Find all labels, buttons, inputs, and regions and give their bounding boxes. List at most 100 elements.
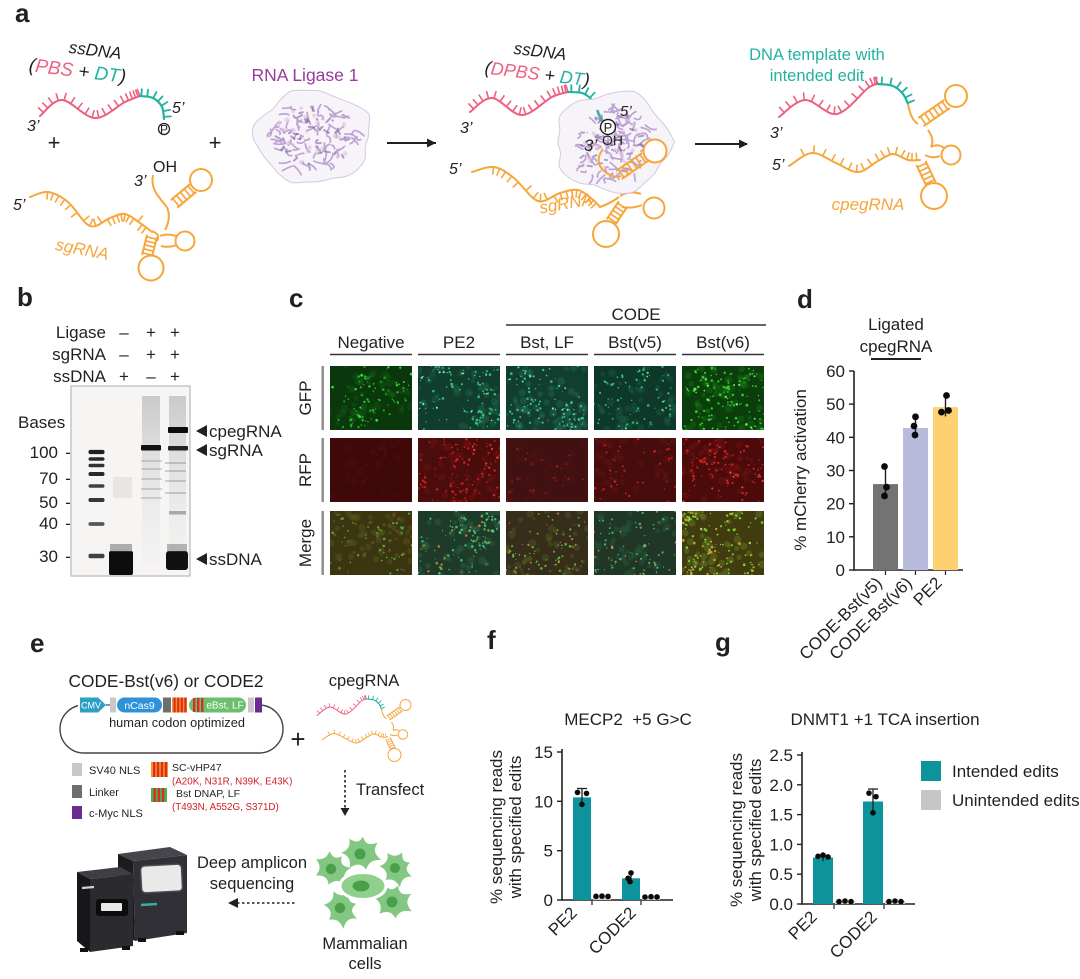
svg-text:Deep amplicon: Deep amplicon bbox=[197, 854, 307, 872]
svg-text:b: b bbox=[17, 282, 33, 312]
svg-text:+: + bbox=[170, 345, 180, 364]
svg-text:intended edit: intended edit bbox=[770, 67, 865, 85]
svg-text:% mCherry activation: % mCherry activation bbox=[791, 389, 810, 551]
svg-text:10: 10 bbox=[826, 528, 845, 547]
svg-text:PE2: PE2 bbox=[910, 573, 946, 609]
svg-text:5’: 5’ bbox=[620, 103, 632, 120]
svg-text:c-Myc NLS: c-Myc NLS bbox=[89, 808, 143, 820]
svg-text:100: 100 bbox=[30, 443, 58, 462]
svg-text:human codon optimized: human codon optimized bbox=[109, 715, 245, 730]
svg-text:ssDNA: ssDNA bbox=[209, 550, 263, 569]
svg-text:3’: 3’ bbox=[134, 173, 147, 190]
svg-text:Bst(v6): Bst(v6) bbox=[696, 333, 750, 352]
svg-text:50: 50 bbox=[39, 493, 58, 512]
svg-text:3’: 3’ bbox=[584, 136, 597, 155]
svg-text:–: – bbox=[146, 367, 156, 386]
svg-text:d: d bbox=[797, 284, 813, 314]
svg-text:20: 20 bbox=[826, 495, 845, 514]
svg-text:40: 40 bbox=[826, 428, 845, 447]
svg-text:30: 30 bbox=[39, 547, 58, 566]
svg-text:5: 5 bbox=[544, 842, 553, 861]
svg-text:0: 0 bbox=[836, 561, 845, 580]
svg-text:MECP2 +5 G>C: MECP2 +5 G>C bbox=[564, 710, 692, 729]
svg-text:eBst, LF: eBst, LF bbox=[206, 701, 243, 712]
svg-text:RNA Ligase 1: RNA Ligase 1 bbox=[251, 65, 358, 85]
svg-text:RFP: RFP bbox=[296, 453, 315, 487]
svg-text:ssDNA: ssDNA bbox=[53, 367, 107, 386]
svg-text:ssDNA: ssDNA bbox=[513, 39, 568, 64]
svg-text:sgRNA: sgRNA bbox=[209, 441, 264, 460]
svg-text:-: - bbox=[65, 493, 71, 512]
svg-text:cpegRNA: cpegRNA bbox=[832, 195, 905, 214]
svg-text:3’: 3’ bbox=[460, 120, 473, 137]
svg-text:OH: OH bbox=[602, 132, 623, 148]
svg-text:0.5: 0.5 bbox=[769, 865, 793, 884]
svg-text:Ligase: Ligase bbox=[56, 323, 106, 342]
svg-text:(T493N, A552G, S371D): (T493N, A552G, S371D) bbox=[172, 802, 279, 813]
svg-text:P: P bbox=[604, 120, 613, 135]
svg-text:+: + bbox=[146, 323, 156, 342]
svg-text:5’: 5’ bbox=[172, 100, 185, 117]
svg-text:PE2: PE2 bbox=[443, 333, 475, 352]
svg-text:(PBS + DT): (PBS + DT) bbox=[28, 55, 128, 88]
svg-text:Negative: Negative bbox=[337, 333, 404, 352]
svg-text:Bst(v5): Bst(v5) bbox=[608, 333, 662, 352]
svg-text:OH: OH bbox=[153, 159, 177, 176]
svg-text:–: – bbox=[119, 345, 129, 364]
svg-text:(DPBS + DT): (DPBS + DT) bbox=[484, 57, 591, 90]
svg-text:ssDNA: ssDNA bbox=[68, 38, 123, 63]
svg-text:CODE-Bst(v6) or CODE2: CODE-Bst(v6) or CODE2 bbox=[69, 671, 264, 691]
svg-text:Unintended edits: Unintended edits bbox=[952, 791, 1080, 810]
svg-text:1.5: 1.5 bbox=[769, 806, 793, 825]
svg-text:0.0: 0.0 bbox=[769, 895, 793, 914]
svg-text:–: – bbox=[119, 323, 129, 342]
svg-text:Bases: Bases bbox=[18, 413, 65, 432]
svg-text:+: + bbox=[170, 323, 180, 342]
svg-text:c: c bbox=[289, 283, 303, 313]
svg-text:+: + bbox=[170, 367, 180, 386]
svg-text:with specified edits: with specified edits bbox=[746, 759, 765, 903]
svg-text:P: P bbox=[160, 123, 168, 137]
svg-text:CODE2: CODE2 bbox=[826, 907, 881, 962]
svg-text:e: e bbox=[30, 628, 44, 658]
svg-text:Linker: Linker bbox=[89, 787, 119, 799]
svg-text:Ligated: Ligated bbox=[868, 315, 924, 334]
svg-text:+: + bbox=[146, 345, 156, 364]
svg-text:3’: 3’ bbox=[770, 125, 783, 142]
svg-text:CODE: CODE bbox=[611, 305, 660, 324]
svg-text:10: 10 bbox=[534, 792, 553, 811]
svg-text:sgRNA: sgRNA bbox=[52, 345, 107, 364]
svg-text:SV40 NLS: SV40 NLS bbox=[89, 765, 140, 777]
svg-text:sgRNA: sgRNA bbox=[538, 189, 594, 217]
svg-text:Mammalian: Mammalian bbox=[322, 935, 407, 953]
svg-text:Bst, LF: Bst, LF bbox=[520, 333, 574, 352]
svg-text:30: 30 bbox=[826, 462, 845, 481]
svg-text:with specified edits: with specified edits bbox=[506, 756, 525, 900]
svg-text:GFP: GFP bbox=[296, 381, 315, 416]
svg-text:Merge: Merge bbox=[296, 519, 315, 567]
svg-text:Transfect: Transfect bbox=[356, 781, 425, 799]
svg-text:% sequencing reads: % sequencing reads bbox=[727, 753, 746, 907]
svg-text:5’: 5’ bbox=[449, 161, 462, 178]
svg-text:cpegRNA: cpegRNA bbox=[329, 672, 400, 690]
svg-text:-: - bbox=[65, 469, 71, 488]
svg-text:sequencing: sequencing bbox=[210, 875, 294, 893]
svg-text:a: a bbox=[15, 0, 30, 28]
svg-text:sgRNA: sgRNA bbox=[54, 235, 110, 264]
svg-text:0: 0 bbox=[544, 891, 553, 910]
svg-text:+: + bbox=[209, 130, 222, 155]
svg-text:15: 15 bbox=[534, 743, 553, 762]
svg-text:% sequencing reads: % sequencing reads bbox=[487, 750, 506, 904]
svg-text:CMV: CMV bbox=[81, 701, 101, 711]
svg-text:5’: 5’ bbox=[772, 157, 785, 174]
svg-text:2.5: 2.5 bbox=[769, 746, 793, 765]
svg-text:DNA template with: DNA template with bbox=[749, 46, 885, 64]
svg-text:cpegRNA: cpegRNA bbox=[860, 337, 933, 356]
svg-text:f: f bbox=[487, 625, 496, 655]
svg-text:DNMT1 +1 TCA insertion: DNMT1 +1 TCA insertion bbox=[790, 710, 979, 729]
svg-text:3’: 3’ bbox=[27, 118, 40, 135]
svg-text:SC-vHP47: SC-vHP47 bbox=[172, 762, 222, 774]
svg-text:CODE2: CODE2 bbox=[585, 903, 640, 958]
svg-text:1.0: 1.0 bbox=[769, 835, 793, 854]
svg-text:Intended edits: Intended edits bbox=[952, 762, 1059, 781]
